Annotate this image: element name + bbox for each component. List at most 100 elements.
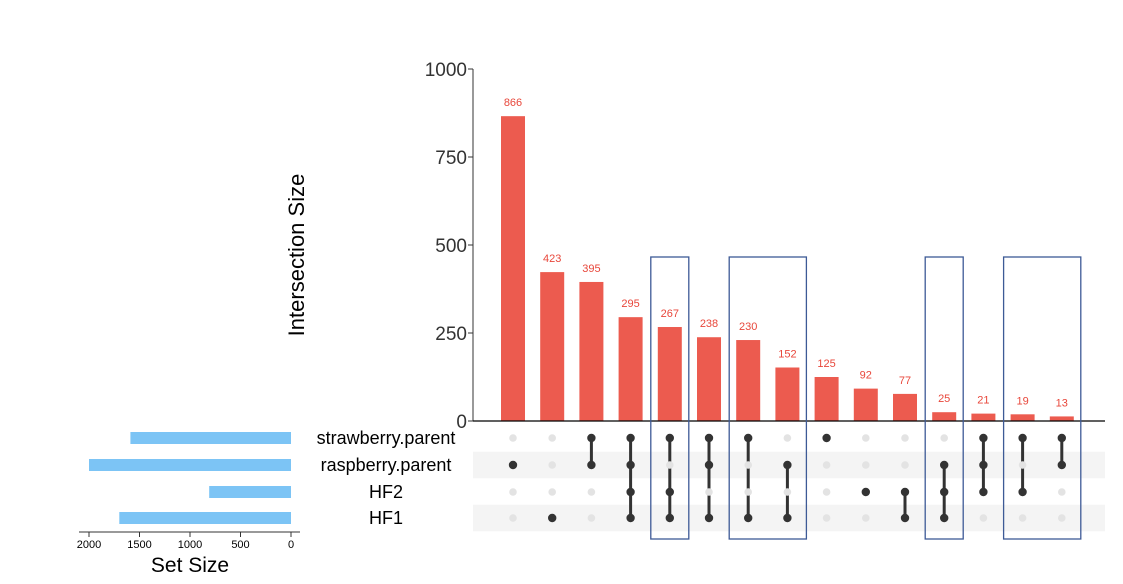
matrix-dot-active xyxy=(940,513,949,523)
intersection-bar xyxy=(1010,414,1035,421)
highlight-boxes xyxy=(650,256,1082,540)
intersection-bar xyxy=(501,116,525,421)
bar-value-label: 230 xyxy=(739,321,757,333)
matrix-dot-inactive xyxy=(822,514,831,522)
intersection-bar xyxy=(657,327,682,421)
matrix-dot-inactive xyxy=(587,488,596,496)
matrix-dot-active xyxy=(548,513,557,523)
matrix-dot-active xyxy=(626,487,635,497)
matrix-dot-inactive xyxy=(666,461,674,469)
matrix-dot-active xyxy=(1018,487,1027,497)
matrix-dot-inactive xyxy=(1018,461,1027,469)
bar-value-label: 866 xyxy=(504,97,522,109)
set-name-label: raspberry.parent xyxy=(321,455,452,475)
set-size-tick-label: 2000 xyxy=(77,539,101,551)
intersection-bar xyxy=(540,272,565,421)
y-tick-label: 250 xyxy=(435,324,467,345)
matrix-dot-active xyxy=(704,433,714,443)
intersection-bar xyxy=(971,413,996,421)
matrix-dot-active xyxy=(626,433,635,443)
matrix-dot-active xyxy=(979,487,988,497)
bar-value-label: 238 xyxy=(700,318,718,330)
intersection-size-axis: 0 250 500 750 1000 xyxy=(425,60,1105,433)
matrix-dot-inactive xyxy=(862,461,870,469)
matrix-dot-inactive xyxy=(901,434,909,442)
bar-value-label: 13 xyxy=(1056,397,1068,409)
bar-value-label: 25 xyxy=(938,393,950,405)
intersection-bar xyxy=(853,388,878,421)
matrix-dot-active xyxy=(1018,433,1027,443)
matrix-dot-active xyxy=(587,460,596,470)
matrix-dot-inactive xyxy=(940,434,948,442)
intersection-bar xyxy=(736,340,761,421)
matrix-dot-inactive xyxy=(822,488,831,496)
bar-value-label: 295 xyxy=(621,298,639,310)
matrix-dot-active xyxy=(1057,433,1067,443)
intersection-matrix xyxy=(508,433,1067,523)
intersection-bar xyxy=(893,393,917,421)
matrix-dot-active xyxy=(704,513,714,523)
matrix-dot-active xyxy=(744,513,753,523)
bar-value-label: 19 xyxy=(1016,395,1028,407)
matrix-dot-inactive xyxy=(822,461,831,469)
matrix-dot-inactive xyxy=(1058,514,1066,522)
matrix-dot-inactive xyxy=(901,461,909,469)
matrix-dot-inactive xyxy=(548,461,556,469)
matrix-dot-active xyxy=(979,460,988,470)
matrix-dot-active xyxy=(783,460,792,470)
set-size-tick-label: 1000 xyxy=(178,539,202,551)
matrix-dot-active xyxy=(508,460,518,470)
matrix-dot-inactive xyxy=(509,514,517,522)
bar-value-labels: 866 423 395 295 267 238 230 152 125 92 77 25 21 19 13 xyxy=(504,97,1068,409)
intersection-bar xyxy=(932,412,957,421)
y-tick-label: 500 xyxy=(435,236,467,257)
set-name-label: HF2 xyxy=(369,482,403,502)
matrix-dot-inactive xyxy=(705,488,713,496)
y-tick-label: 1000 xyxy=(425,60,467,81)
y-tick-label: 0 xyxy=(456,412,467,433)
matrix-dot-inactive xyxy=(783,488,792,496)
set-name-label: HF1 xyxy=(369,508,403,528)
matrix-dot-active xyxy=(783,513,792,523)
matrix-dot-inactive xyxy=(783,434,792,442)
matrix-dot-inactive xyxy=(587,514,596,522)
matrix-dot-inactive xyxy=(1058,488,1066,496)
matrix-dot-active xyxy=(744,433,753,443)
bar-value-label: 92 xyxy=(860,370,872,382)
highlight-box xyxy=(1002,256,1082,540)
matrix-dot-inactive xyxy=(744,488,752,496)
matrix-dot-active xyxy=(665,433,674,443)
bar-value-label: 152 xyxy=(778,348,796,360)
set-size-tick-label: 1500 xyxy=(127,539,151,551)
intersection-bar xyxy=(697,337,721,421)
intersection-bars xyxy=(501,116,1074,421)
set-size-bar xyxy=(209,486,291,498)
highlight-box xyxy=(650,256,690,540)
highlight-box xyxy=(728,256,808,540)
matrix-dot-active xyxy=(940,487,949,497)
matrix-dot-active xyxy=(626,513,635,523)
matrix-dot-active xyxy=(587,433,596,443)
matrix-dot-active xyxy=(665,513,674,523)
intersection-bar xyxy=(618,317,643,421)
set-size-label: Set Size xyxy=(151,554,229,577)
bar-value-label: 77 xyxy=(899,375,911,387)
matrix-dot-active xyxy=(940,460,949,470)
matrix-dot-active xyxy=(822,433,831,443)
matrix-dot-inactive xyxy=(509,434,517,442)
bar-value-label: 423 xyxy=(543,253,561,265)
set-size-bar xyxy=(89,459,291,471)
matrix-dot-active xyxy=(900,487,910,497)
matrix-dot-inactive xyxy=(1018,514,1027,522)
matrix-dot-inactive xyxy=(548,488,556,496)
set-names: strawberry.parent raspberry.parent HF2 HF1 xyxy=(317,428,456,528)
matrix-dot-active xyxy=(1057,460,1067,470)
matrix-dot-active xyxy=(704,460,714,470)
matrix-dot-active xyxy=(861,487,870,497)
bar-value-label: 21 xyxy=(977,395,989,407)
set-size-tick-label: 0 xyxy=(288,539,294,551)
matrix-dot-inactive xyxy=(548,434,556,442)
set-name-label: strawberry.parent xyxy=(317,428,456,448)
y-axis-label: Intersection Size xyxy=(284,174,309,337)
